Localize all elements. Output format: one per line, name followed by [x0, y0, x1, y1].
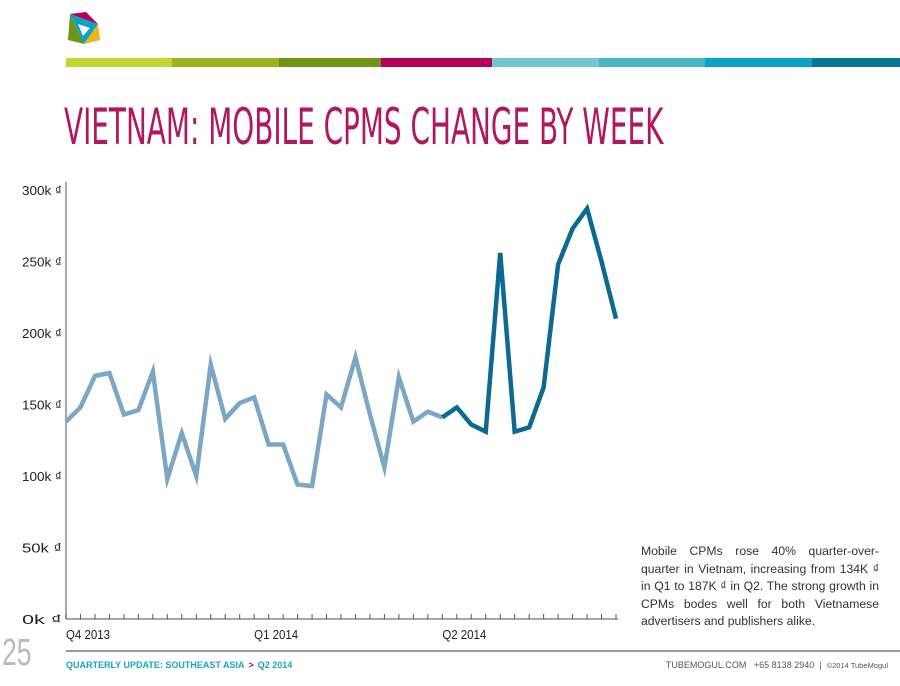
color-bar-segment — [66, 58, 172, 67]
line-chart: 0k ₫ 50k ₫ 100k ₫ 150k ₫ 200k ₫ 250k ₫ 300k ₫ Q… — [22, 182, 619, 642]
y-tick-label: 200k ₫ — [22, 326, 62, 341]
y-tick-label: 100k ₫ — [22, 469, 62, 484]
series-line-q2 — [441, 203, 619, 436]
y-tick-label: 300k ₫ — [22, 183, 62, 198]
tubemogul-logo-icon — [68, 12, 100, 44]
color-bar-segment — [279, 58, 381, 67]
color-bar-segment — [172, 58, 279, 67]
y-tick-label: 250k ₫ — [22, 255, 62, 270]
color-bar-segment — [705, 58, 812, 67]
footer-divider-char: | — [819, 660, 822, 670]
footer-separator: > — [248, 660, 254, 670]
color-bar — [66, 58, 900, 67]
x-quarter-label: Q4 2013 — [66, 627, 110, 642]
y-tick-label: 50k ₫ — [22, 541, 62, 556]
page-title: VIETNAM: MOBILE CPMS CHANGE BY WEEK — [64, 98, 664, 156]
y-tick-label: 150k ₫ — [22, 398, 62, 413]
page-number: 25 — [2, 632, 32, 674]
x-quarter-label: Q2 2014 — [442, 627, 486, 642]
chart-note: Mobile CPMs rose 40% quarter-over-quarte… — [641, 544, 879, 628]
footer-divider — [66, 650, 900, 652]
footer-right: TUBEMOGUL.COM +65 8138 2940 | ©2014 Tube… — [666, 660, 888, 670]
color-bar-segment — [599, 58, 705, 67]
color-bar-segment — [381, 58, 492, 67]
y-tick-label: 0k ₫ — [22, 612, 62, 627]
footer-left: QUARTERLY UPDATE: SOUTHEAST ASIA > Q2 2014 — [66, 660, 292, 670]
footer-period: Q2 2014 — [257, 660, 293, 670]
footer-phone: +65 8138 2940 — [753, 660, 815, 670]
series-line-previous — [64, 348, 444, 490]
color-bar-segment — [812, 58, 900, 67]
footer-site[interactable]: TUBEMOGUL.COM — [665, 660, 747, 670]
color-bar-segment — [492, 58, 599, 67]
x-quarter-label: Q1 2014 — [254, 627, 298, 642]
footer-copyright: ©2014 TubeMogul — [826, 661, 888, 670]
footer-report: QUARTERLY UPDATE: SOUTHEAST ASIA — [66, 660, 245, 670]
